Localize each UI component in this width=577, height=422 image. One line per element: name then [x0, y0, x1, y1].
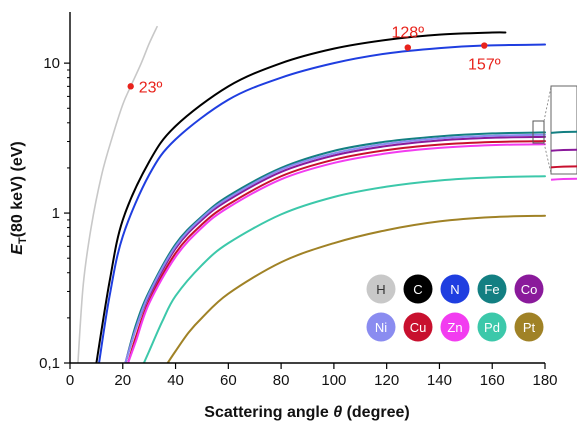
legend: H C N Fe Co Ni Cu Zn Pd Pt	[366, 274, 544, 342]
annotation-label: 23º	[139, 79, 163, 96]
x-tick-label: 80	[273, 372, 290, 389]
legend-swatch	[477, 312, 507, 342]
series-line-cu	[127, 140, 546, 363]
annotation-label: 128º	[392, 25, 425, 42]
x-tick-label: 0	[66, 372, 74, 389]
x-axis-title-start: Scattering angle	[204, 404, 333, 421]
series-line-pd	[142, 175, 546, 363]
y-tick-label: 0,1	[39, 355, 60, 372]
legend-label: Pt	[523, 320, 536, 335]
legend-swatch	[440, 312, 470, 342]
legend-swatch	[514, 312, 544, 342]
inset-line-fe	[550, 130, 577, 134]
zoom-source-box	[532, 120, 545, 144]
y-tick-label: 1	[52, 205, 60, 222]
zoom-inset	[532, 85, 577, 181]
x-axis-title: Scattering angle θ (degree)	[204, 404, 409, 421]
x-axis-title-end: (degree)	[342, 404, 410, 421]
legend-item-pd: Pd	[477, 312, 507, 342]
inset-line-co	[550, 148, 577, 152]
plot-lines	[77, 25, 546, 363]
x-tick-label: 120	[374, 372, 399, 389]
legend-swatch	[403, 274, 433, 304]
series-line-c	[95, 31, 507, 363]
x-tick-label: 180	[532, 372, 557, 389]
legend-swatch	[514, 274, 544, 304]
y-tick-label: 10	[43, 55, 60, 72]
series-line-zn	[127, 143, 546, 363]
legend-item-zn: Zn	[440, 312, 470, 342]
legend-item-ni: Ni	[366, 312, 396, 342]
legend-item-co: Co	[514, 274, 544, 304]
x-tick-label: 140	[427, 372, 452, 389]
y-axis-title-subscript: T	[17, 237, 29, 244]
annotation-label: 157º	[468, 57, 501, 74]
x-tick-label: 40	[167, 372, 184, 389]
series-line-h	[77, 25, 158, 363]
annotation-point	[404, 44, 411, 51]
legend-item-pt: Pt	[514, 312, 544, 342]
legend-label: Pd	[484, 320, 500, 335]
legend-item-n: N	[440, 274, 470, 304]
legend-swatch	[366, 312, 396, 342]
zoom-connector-top	[543, 86, 552, 122]
legend-label: Ni	[375, 320, 387, 335]
legend-label: Fe	[484, 282, 499, 297]
y-axis-title: ET(80 keV) (eV)	[9, 141, 29, 254]
inset-line-cu	[550, 165, 577, 169]
legend-swatch	[403, 312, 433, 342]
legend-label: Cu	[410, 320, 427, 335]
legend-swatch	[366, 274, 396, 304]
axes: 0 20 40 60 80 100 120 140 160 180 0,1 1 10	[39, 12, 558, 389]
zoom-inset-box	[550, 85, 577, 175]
annotation-point	[481, 42, 488, 49]
legend-item-h: H	[366, 274, 396, 304]
inset-line-zn	[550, 177, 577, 181]
legend-swatch	[440, 274, 470, 304]
y-axis-title-end: (80 keV) (eV)	[9, 141, 26, 237]
legend-label: H	[376, 282, 385, 297]
annotation-point	[127, 83, 134, 90]
y-axis-title-symbol: E	[9, 243, 26, 255]
x-tick-label: 100	[321, 372, 346, 389]
legend-label: Co	[521, 282, 538, 297]
legend-label: Zn	[447, 320, 462, 335]
legend-label: C	[413, 282, 422, 297]
series-line-n	[98, 43, 546, 363]
legend-label: N	[450, 282, 459, 297]
x-tick-label: 20	[114, 372, 131, 389]
legend-item-c: C	[403, 274, 433, 304]
x-tick-label: 160	[480, 372, 505, 389]
series-line-pt	[166, 214, 546, 363]
zoom-connector-bottom	[543, 142, 552, 174]
inset-lines	[550, 130, 577, 181]
annotations: 23º 128º 157º	[127, 25, 501, 96]
legend-item-cu: Cu	[403, 312, 433, 342]
x-axis-title-symbol: θ	[333, 404, 342, 421]
legend-item-fe: Fe	[477, 274, 507, 304]
legend-swatch	[477, 274, 507, 304]
x-tick-label: 60	[220, 372, 237, 389]
series-line-ni	[124, 133, 546, 363]
